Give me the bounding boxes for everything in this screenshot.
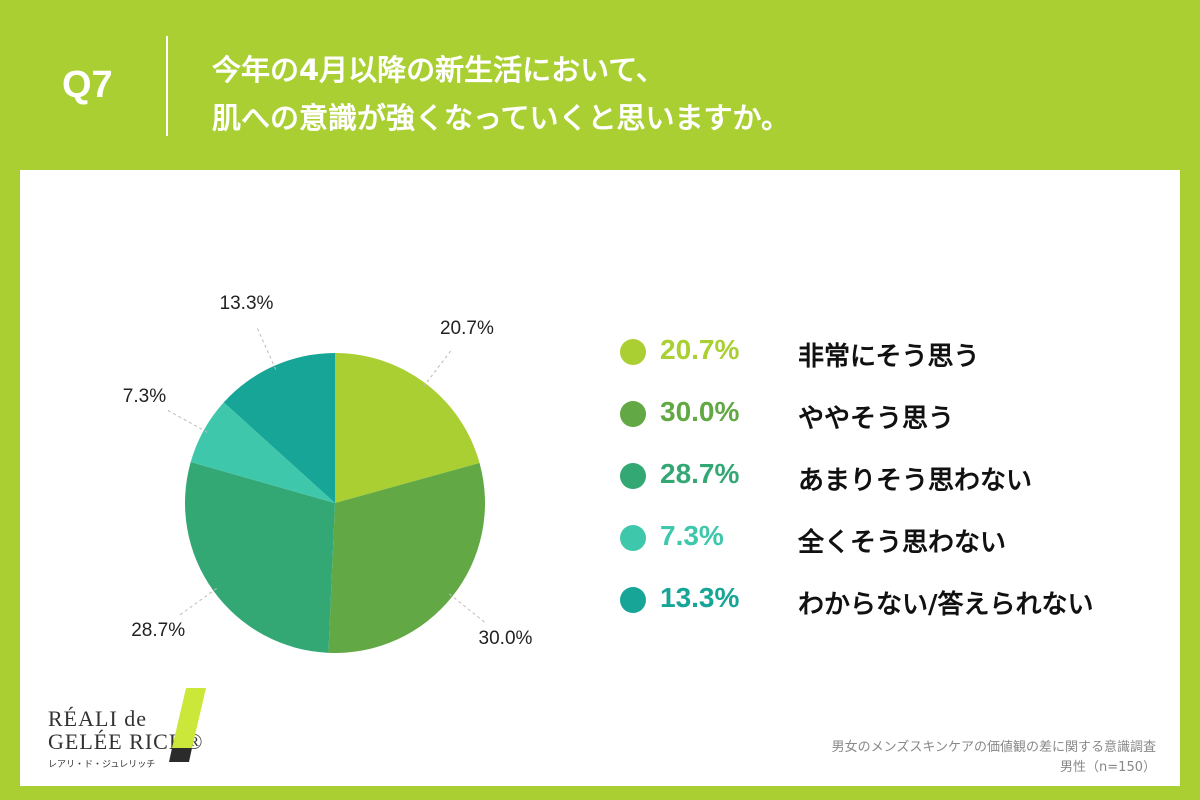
pie-slice <box>328 462 486 653</box>
legend-item: 20.7% 非常にそう思う <box>620 330 1160 376</box>
leader-line <box>422 349 452 388</box>
legend-item: 28.7% あまりそう思わない <box>620 454 1160 500</box>
header: Q7 今年の4月以降の新生活において、 肌への意識が強くなっていくと思いますか。 <box>0 0 1200 170</box>
legend-percent: 30.0% <box>660 396 740 427</box>
logo-text-line1: RÉALI de <box>48 706 148 731</box>
legend-dot <box>620 525 646 551</box>
leader-line <box>256 327 277 370</box>
legend-label: 非常にそう思う <box>798 342 980 372</box>
leader-line <box>448 593 486 623</box>
legend-item: 13.3% わからない/答えられない <box>620 578 1160 624</box>
slice-percent-label: 30.0% <box>478 627 533 649</box>
slice-percent-label: 20.7% <box>439 318 494 340</box>
slice-percent-label: 7.3% <box>122 386 167 408</box>
legend-label: あまりそう思わない <box>798 466 1033 496</box>
legend-percent: 20.7% <box>660 334 740 365</box>
sample-size: 男性（n=150） <box>1060 760 1156 775</box>
legend-percent: 28.7% <box>660 458 740 489</box>
legend-label: わからない/答えられない <box>798 590 1094 620</box>
legend-dot <box>620 339 646 365</box>
survey-footnote: 男女のメンズスキンケアの価値観の差に関する意識調査 男性（n=150） <box>832 738 1156 778</box>
legend-label: ややそう思う <box>798 404 955 434</box>
legend-percent: 13.3% <box>660 582 740 613</box>
logo-text-line3: レアリ・ド・ジュレリッチ <box>48 760 156 770</box>
pie-slice <box>335 353 480 503</box>
legend-dot <box>620 463 646 489</box>
legend-dot <box>620 587 646 613</box>
legend-label: 全くそう思わない <box>798 528 1007 558</box>
header-divider <box>166 36 168 136</box>
question-title: 今年の4月以降の新生活において、 肌への意識が強くなっていくと思いますか。 <box>212 46 790 142</box>
legend-item: 7.3% 全くそう思わない <box>620 516 1160 562</box>
question-title-line2: 肌への意識が強くなっていくと思いますか。 <box>212 101 790 135</box>
survey-name: 男女のメンズスキンケアの価値観の差に関する意識調査 <box>831 740 1156 755</box>
legend-item: 30.0% ややそう思う <box>620 392 1160 438</box>
leader-line <box>179 588 217 616</box>
slice-percent-label: 28.7% <box>131 619 186 641</box>
legend-percent: 7.3% <box>660 520 724 551</box>
pie-slice <box>185 462 335 653</box>
logo-mark-icon <box>169 688 206 762</box>
legend-dot <box>620 401 646 427</box>
pie-slice <box>190 402 335 503</box>
question-title-line1: 今年の4月以降の新生活において、 <box>212 53 665 87</box>
question-number: Q7 <box>62 64 113 106</box>
slice-percent-label: 13.3% <box>219 292 274 314</box>
leader-line <box>166 409 208 433</box>
pie-slice <box>223 353 335 503</box>
